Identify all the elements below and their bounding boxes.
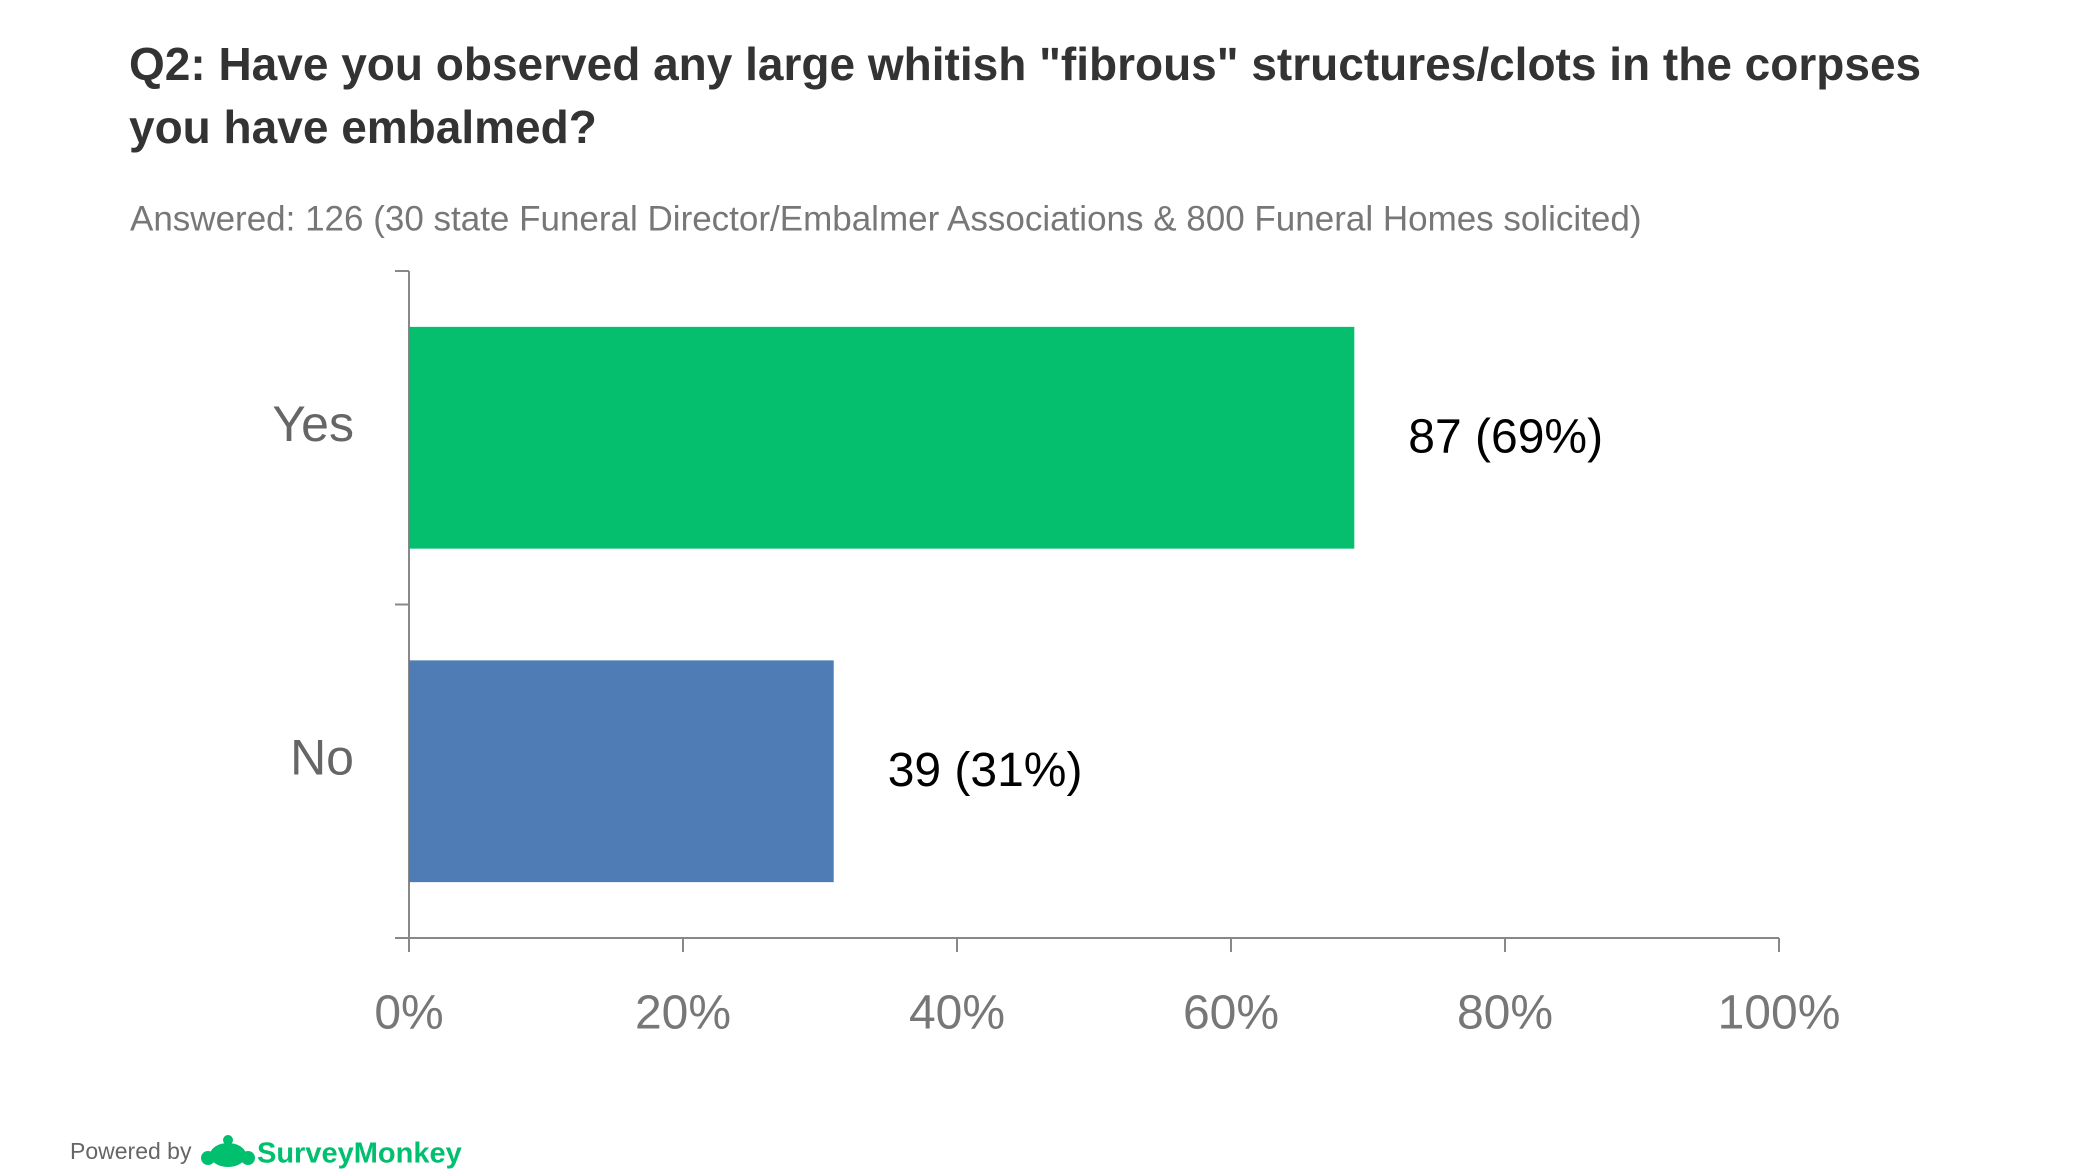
y-tick-label: Yes	[272, 396, 354, 452]
chart-subtitle: Answered: 126 (30 state Funeral Director…	[130, 199, 1642, 238]
x-tick-label: 40%	[909, 987, 1005, 1040]
brand-logo	[201, 1135, 255, 1167]
footer-powered-by: Powered by	[70, 1138, 192, 1164]
x-tick-label: 100%	[1718, 987, 1841, 1040]
x-tick-label: 80%	[1457, 987, 1553, 1040]
chart-title: Q2: Have you observed any large whitish …	[129, 38, 1921, 153]
x-tick-label: 20%	[635, 987, 731, 1040]
value-label: 87 (69%)	[1408, 410, 1603, 463]
y-tick-label: No	[290, 729, 354, 785]
footer-brand: SurveyMonkey	[257, 1138, 462, 1170]
bar	[409, 660, 834, 883]
value-label: 39 (31%)	[888, 744, 1083, 797]
x-tick-label: 0%	[374, 987, 443, 1040]
bar	[409, 326, 1355, 549]
x-tick-label: 60%	[1183, 987, 1279, 1040]
